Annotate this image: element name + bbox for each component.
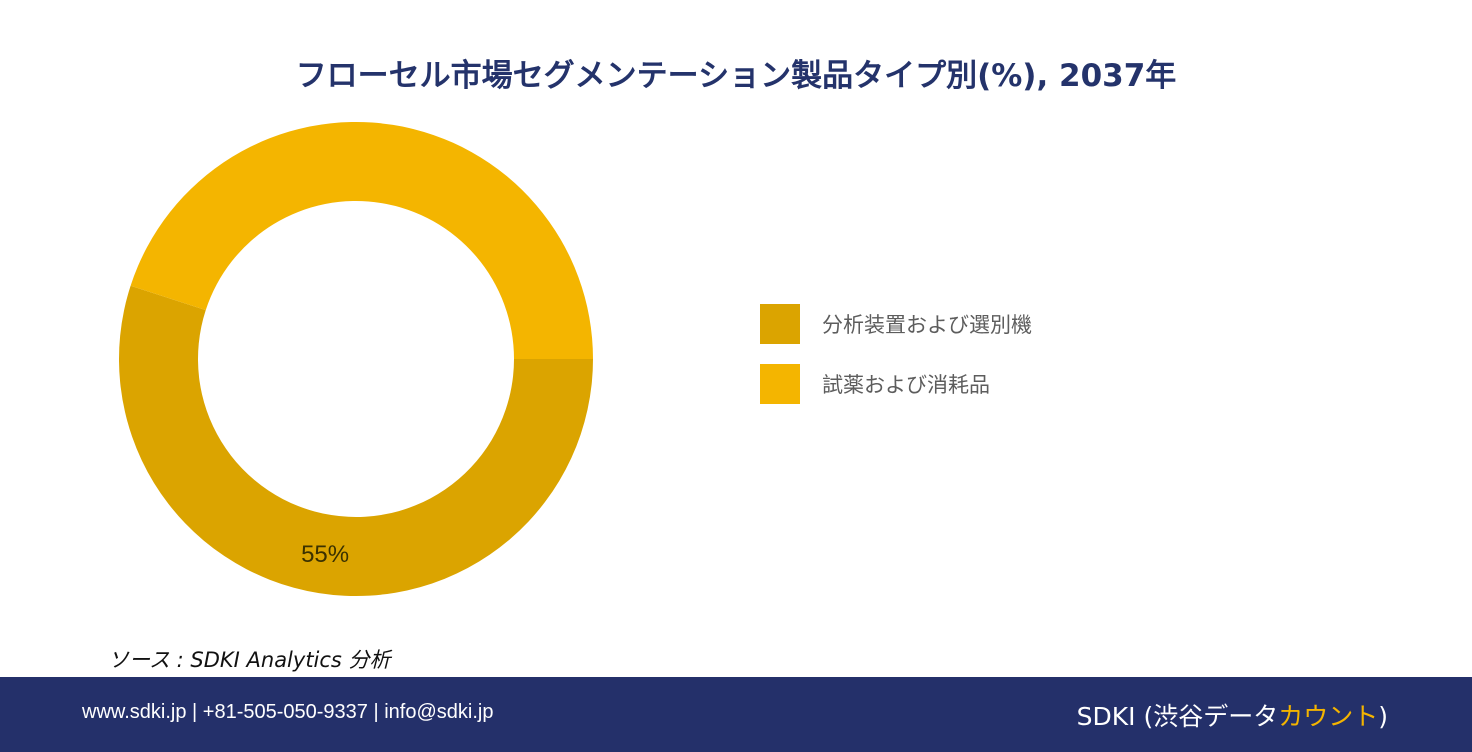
legend-item-reagents: 試薬および消耗品	[760, 364, 1032, 404]
legend-label-reagents: 試薬および消耗品	[822, 373, 990, 397]
footer-contact: www.sdki.jp | +81-505-050-9337 | info@sd…	[82, 701, 494, 723]
source-note: ソース : SDKI Analytics 分析	[108, 648, 391, 672]
brand-accent: カウント	[1278, 702, 1379, 731]
donut-chart: 55%	[118, 122, 594, 597]
chart-legend: 分析装置および選別機 試薬および消耗品	[760, 304, 1032, 424]
footer-bar: www.sdki.jp | +81-505-050-9337 | info@sd…	[0, 677, 1472, 752]
brand-prefix: SDKI (渋谷データ	[1076, 702, 1279, 731]
slice-reagents	[130, 122, 593, 359]
legend-label-analyzers: 分析装置および選別機	[822, 313, 1032, 337]
data-label-slice-analyzers: 55%	[301, 541, 349, 568]
slice-analyzers	[118, 285, 594, 597]
footer-brand: SDKI (渋谷データカウント)	[1077, 697, 1388, 733]
legend-swatch-analyzers	[760, 304, 800, 344]
legend-swatch-reagents	[760, 364, 800, 404]
legend-item-analyzers: 分析装置および選別機	[760, 304, 1032, 344]
chart-title: フローセル市場セグメンテーション製品タイプ別(%), 2037年	[295, 58, 1177, 94]
brand-suffix: )	[1378, 702, 1388, 731]
